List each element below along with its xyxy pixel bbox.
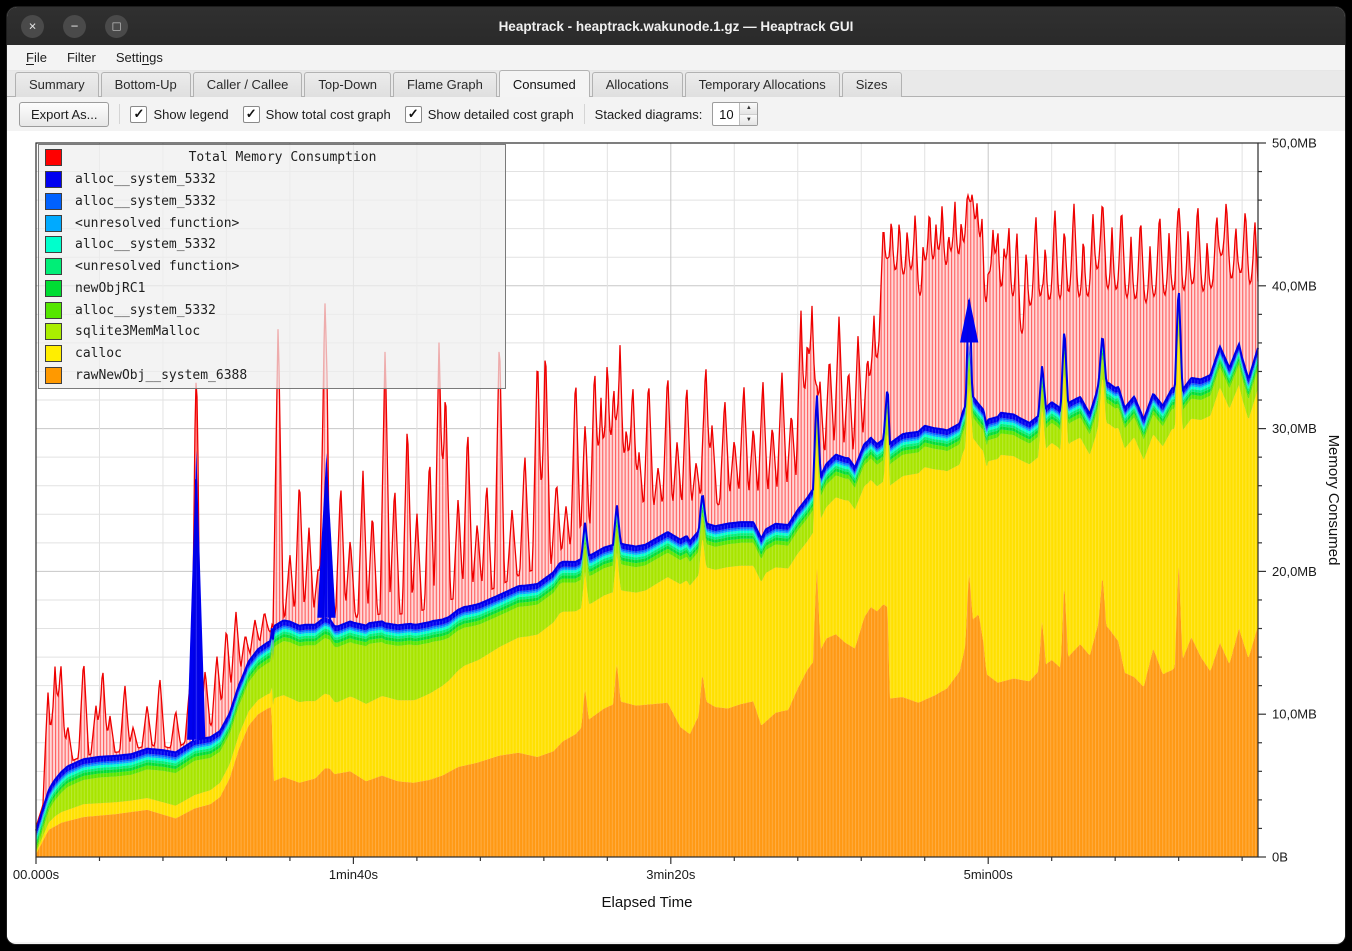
title-bar[interactable]: × − □ Heaptrack - heaptrack.wakunode.1.g… [7, 7, 1345, 45]
legend-swatch-icon [45, 258, 62, 275]
legend-label: rawNewObj__system_6388 [75, 367, 248, 383]
legend-item: rawNewObj__system_6388 [41, 365, 503, 385]
checkbox-box[interactable]: ✓ [130, 105, 148, 123]
legend-item: alloc__system_5332 [41, 170, 503, 190]
stacked-diagrams-spinbox[interactable]: 10 ▲ ▼ [712, 102, 759, 126]
chart-legend: Total Memory Consumption alloc__system_53… [38, 144, 506, 389]
menu-item-settings[interactable]: Settings [115, 50, 163, 65]
x-axis-title: Elapsed Time [602, 894, 693, 911]
legend-label: alloc__system_5332 [75, 193, 216, 209]
legend-label: <unresolved function> [75, 215, 240, 231]
tab-consumed[interactable]: Consumed [498, 70, 590, 97]
checkbox-box[interactable]: ✓ [242, 105, 260, 123]
legend-label: alloc__system_5332 [75, 237, 216, 253]
menu-bar: File Filter Settings [7, 45, 1345, 71]
legend-label: sqlite3MemMalloc [75, 324, 201, 340]
memory-chart[interactable]: 0B 10,0MB 20,0MB 30,0MB 40,0MB 50,0MB 00.000s 1… [7, 131, 1345, 942]
legend-label: alloc__system_5332 [75, 172, 216, 187]
checkbox-label: Show detailed cost graph [427, 106, 574, 122]
stacked-diagrams-value[interactable]: 10 [719, 106, 734, 122]
checkbox-label: Show legend [153, 106, 229, 122]
legend-swatch-icon [45, 301, 62, 319]
y-tick-label: 40,0MB [1272, 278, 1317, 293]
legend-label: Total Memory Consumption [188, 150, 377, 166]
checkbox-show-detailed-cost-graph[interactable]: ✓ Show detailed cost graph [404, 105, 574, 123]
tab-top-down[interactable]: Top-Down [304, 72, 391, 97]
export-as-button[interactable]: Export As... [19, 101, 110, 127]
legend-swatch-icon [45, 236, 62, 254]
legend-item: newObjRC1 [41, 278, 503, 298]
stack-top-line [35, 292, 1259, 831]
legend-item: alloc__system_5332 [41, 235, 503, 255]
x-tick-label: 3min20s [646, 867, 696, 882]
legend-swatch-icon [45, 214, 62, 232]
y-tick-label: 0B [1272, 850, 1288, 865]
legend-swatch-icon [45, 323, 62, 341]
x-tick-label: 00.000s [13, 867, 60, 882]
chart-area[interactable]: 0B 10,0MB 20,0MB 30,0MB 40,0MB 50,0MB 00.000s 1… [7, 131, 1345, 942]
close-button[interactable]: × [21, 14, 44, 38]
legend-label: alloc__system_5332 [75, 302, 216, 318]
checkbox-box[interactable]: ✓ [404, 105, 422, 123]
tab-bar: Summary Bottom-Up Caller / Callee Top-Down F… [7, 70, 1345, 97]
window-title: Heaptrack - heaptrack.wakunode.1.gz — He… [498, 18, 854, 34]
legend-item: <unresolved function> [41, 257, 503, 277]
legend-label: newObjRC1 [75, 280, 146, 296]
maximize-button[interactable]: □ [105, 14, 128, 38]
legend-swatch-icon [45, 345, 62, 362]
checkbox-show-legend[interactable]: ✓ Show legend [130, 105, 229, 123]
toolbar: Export As... ✓ Show legend ✓ Show total cos… [7, 97, 1345, 131]
y-tick-label: 50,0MB [1272, 136, 1317, 151]
legend-item: calloc [41, 344, 503, 364]
stacked-diagrams-label: Stacked diagrams: [594, 106, 703, 122]
total-consumption-line [35, 192, 1259, 828]
checkbox-label: Show total cost graph [265, 106, 391, 122]
toolbar-separator [583, 104, 585, 124]
y-axis-title: Memory Consumed [1325, 435, 1342, 566]
y-tick-label: 20,0MB [1272, 564, 1317, 579]
legend-label: calloc [75, 346, 122, 361]
menu-item-filter[interactable]: Filter [66, 50, 96, 65]
tab-caller-callee[interactable]: Caller / Callee [192, 72, 303, 97]
y-tick-label: 10,0MB [1272, 707, 1317, 722]
checkbox-show-total-cost-graph[interactable]: ✓ Show total cost graph [242, 105, 391, 123]
tab-allocations[interactable]: Allocations [591, 72, 683, 97]
minimize-button[interactable]: − [63, 14, 86, 38]
spin-up-icon[interactable]: ▲ [740, 103, 758, 115]
tab-sizes[interactable]: Sizes [841, 72, 902, 97]
legend-item: sqlite3MemMalloc [41, 322, 503, 342]
toolbar-separator [119, 104, 121, 124]
legend-item: alloc__system_5332 [41, 300, 503, 320]
x-tick-label: 5min00s [964, 867, 1014, 882]
tab-temporary-allocations[interactable]: Temporary Allocations [684, 72, 840, 97]
tab-bottom-up[interactable]: Bottom-Up [100, 72, 191, 97]
legend-item: alloc__system_5332 [41, 191, 503, 211]
legend-swatch-icon [45, 149, 62, 167]
legend-swatch-icon [45, 192, 62, 210]
legend-swatch-icon [45, 366, 62, 384]
spin-down-icon[interactable]: ▼ [740, 114, 758, 125]
legend-title-row: Total Memory Consumption [41, 148, 503, 168]
legend-swatch-icon [45, 171, 62, 188]
app-window: × − □ Heaptrack - heaptrack.wakunode.1.g… [7, 7, 1345, 944]
legend-swatch-icon [45, 279, 62, 297]
tab-summary[interactable]: Summary [15, 72, 99, 97]
x-tick-label: 1min40s [329, 867, 379, 882]
menu-item-file[interactable]: File [26, 50, 47, 65]
y-tick-label: 30,0MB [1272, 421, 1317, 436]
tab-flame-graph[interactable]: Flame Graph [392, 72, 497, 97]
legend-item: <unresolved function> [41, 213, 503, 233]
legend-label: <unresolved function> [75, 259, 240, 274]
